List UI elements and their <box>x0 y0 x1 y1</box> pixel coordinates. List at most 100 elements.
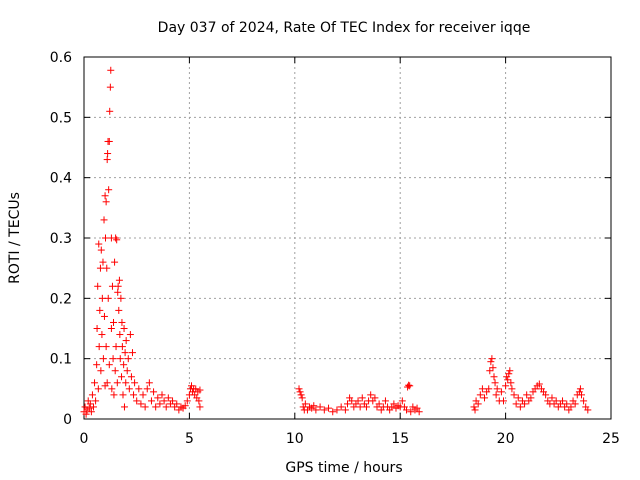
data-point <box>508 385 516 393</box>
data-point <box>471 406 479 414</box>
data-point <box>576 385 584 393</box>
data-point <box>371 394 379 402</box>
data-point <box>316 403 324 411</box>
data-point <box>89 403 97 411</box>
data-point <box>116 331 124 339</box>
data-point <box>98 294 106 302</box>
y-tick-label: 0.5 <box>50 110 72 126</box>
data-point <box>112 234 120 242</box>
data-point <box>552 397 560 405</box>
data-point <box>139 391 147 399</box>
data-point <box>135 385 143 393</box>
data-point <box>470 403 478 411</box>
data-point <box>577 391 585 399</box>
data-point <box>105 186 113 194</box>
data-point <box>567 403 575 411</box>
data-point <box>310 402 318 410</box>
data-point <box>92 397 100 405</box>
data-point <box>85 404 93 412</box>
data-point <box>118 343 126 351</box>
data-point <box>489 364 497 372</box>
data-point <box>487 358 495 366</box>
data-point <box>521 400 529 408</box>
data-point <box>160 397 168 405</box>
data-point <box>354 397 362 405</box>
data-point <box>329 408 337 416</box>
data-point <box>158 391 166 399</box>
grid-lines <box>84 57 611 419</box>
data-point <box>101 192 109 200</box>
data-point <box>120 325 128 332</box>
data-point <box>497 388 505 396</box>
data-point <box>108 385 116 393</box>
data-point <box>111 258 119 266</box>
data-point <box>110 391 118 399</box>
data-point <box>106 83 114 91</box>
plot-frame <box>83 56 612 420</box>
data-point <box>325 404 333 412</box>
data-point <box>106 107 114 115</box>
data-point <box>82 410 90 418</box>
data-point <box>173 400 181 408</box>
data-point <box>87 408 95 416</box>
x-tick-label: 20 <box>497 431 515 447</box>
data-point <box>122 379 130 387</box>
data-point <box>105 137 113 145</box>
data-point <box>559 397 567 405</box>
data-point <box>584 406 592 414</box>
data-point <box>113 379 121 387</box>
data-point <box>107 66 115 74</box>
data-point <box>115 276 123 284</box>
data-point <box>104 294 112 302</box>
y-tick-label: 0.2 <box>50 291 72 307</box>
data-point <box>415 408 423 416</box>
data-point <box>125 385 133 393</box>
data-point <box>95 343 103 351</box>
data-point <box>516 403 524 411</box>
axis-ticks <box>83 56 612 420</box>
data-point <box>492 391 500 399</box>
data-point <box>333 406 341 414</box>
data-point <box>398 397 406 405</box>
data-point <box>133 397 141 405</box>
data-point <box>156 400 164 408</box>
data-point <box>341 406 349 414</box>
data-point <box>113 236 121 244</box>
data-point <box>512 400 520 408</box>
x-tick-label: 5 <box>185 431 194 447</box>
data-point <box>181 402 189 410</box>
data-point <box>580 397 588 405</box>
data-point <box>481 394 489 402</box>
data-point <box>535 380 543 388</box>
data-point <box>367 391 375 399</box>
data-point <box>104 150 112 158</box>
data-point <box>488 355 496 363</box>
y-tick-label: 0.3 <box>50 231 72 247</box>
data-point <box>485 385 493 393</box>
y-tick-label: 0 <box>63 412 72 428</box>
data-point <box>88 391 96 399</box>
data-point <box>493 385 501 393</box>
data-point <box>154 394 162 402</box>
data-point <box>103 379 111 387</box>
data-point <box>93 361 101 369</box>
data-point <box>100 312 108 320</box>
data-point <box>118 318 126 326</box>
data-point <box>105 361 113 369</box>
data-point <box>375 400 383 408</box>
data-point <box>474 400 482 408</box>
data-point <box>407 408 415 416</box>
data-point <box>137 400 145 408</box>
x-tick-label: 25 <box>602 431 620 447</box>
data-point <box>114 282 122 290</box>
data-point <box>505 370 513 378</box>
data-point <box>344 400 351 408</box>
data-point <box>348 397 356 405</box>
data-point <box>514 394 522 402</box>
data-point <box>96 264 104 272</box>
data-point <box>162 403 170 411</box>
data-point <box>504 376 512 384</box>
data-point <box>128 349 136 357</box>
x-axis-label: GPS time / hours <box>285 460 402 476</box>
data-point <box>362 403 370 411</box>
